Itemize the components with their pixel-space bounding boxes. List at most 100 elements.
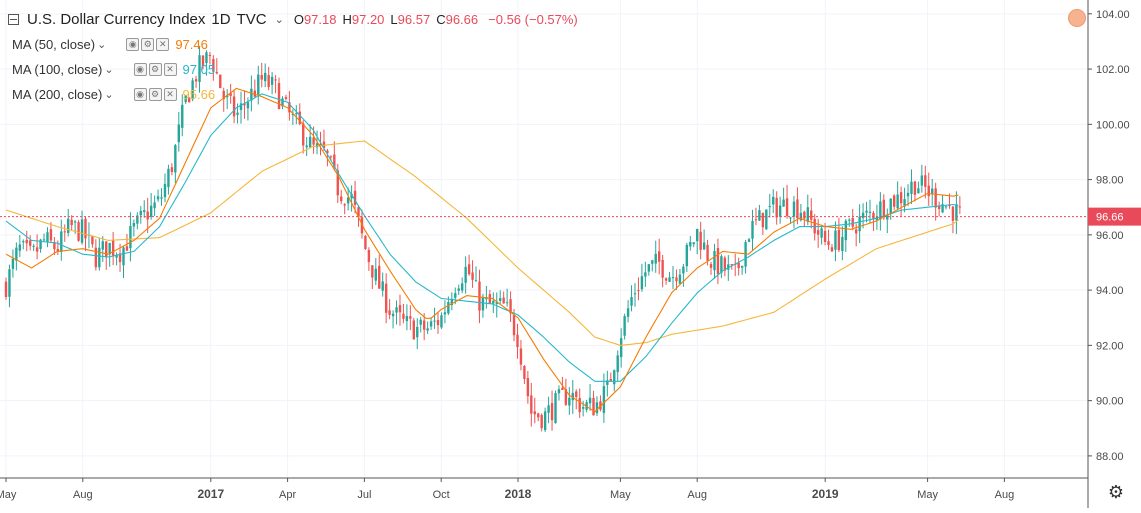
candle-body [505,302,509,304]
collapse-icon[interactable] [8,13,19,25]
candle-body [613,370,616,385]
gear-icon[interactable]: ⚙ [141,38,155,51]
candle-body [229,93,232,96]
ma-50-row: MA (50, close) ⌄ ◉ ⚙ ✕ 97.46 [8,32,578,57]
candle-body [740,265,744,268]
close-icon[interactable]: ✕ [163,88,177,101]
y-tick-label: 92.00 [1096,340,1124,352]
symbol-interval[interactable]: 1D [211,10,231,28]
y-tick-label: 96.00 [1096,230,1124,242]
candle-body [315,143,319,148]
candle-body [136,215,139,224]
candle-body [111,239,115,256]
candle-body [644,272,647,277]
candle-body [378,265,381,289]
eye-icon[interactable]: ◉ [126,38,140,51]
candle-body [944,206,948,208]
candle-body [675,277,678,282]
candle-body [22,241,25,243]
close-icon[interactable]: ✕ [156,38,170,51]
candle-body [153,202,156,209]
candle-body [298,111,301,124]
candle-body [775,197,778,218]
candle-body [561,387,564,390]
ma-50-label[interactable]: MA (50, close) [12,37,96,52]
candle-body [696,229,699,242]
candle-body [353,190,357,205]
gear-icon[interactable]: ⚙ [148,63,162,76]
candle-body [346,197,350,204]
candle-body [139,210,142,216]
symbol-title[interactable]: U.S. Dollar Currency Index [27,10,206,28]
candle-body [713,250,716,271]
candle-body [409,316,412,319]
ma-100-line [5,93,959,382]
candle-body [291,113,295,116]
candle-body [77,222,80,241]
candle-body [913,181,917,195]
candle-body [782,199,785,207]
ma-200-value: 95.66 [182,87,216,102]
candle-body [685,244,689,267]
candle-body [823,230,827,242]
candle-body [129,225,132,249]
candle-body [450,298,454,306]
candle-body [447,301,450,314]
ma-200-label[interactable]: MA (200, close) [12,87,103,102]
candle-body [537,413,540,418]
candle-body [198,55,201,82]
candle-body [208,54,212,57]
candle-body [854,229,858,234]
candle-body [630,297,633,306]
ma-100-label[interactable]: MA (100, close) [12,62,103,77]
chevron-down-icon[interactable]: ⌄ [274,13,284,26]
candle-body [395,307,398,313]
candle-body [67,218,70,234]
close-icon[interactable]: ✕ [163,63,177,76]
y-tick-label: 94.00 [1096,285,1124,297]
candle-body [689,242,692,247]
candle-body [146,211,149,220]
candle-body [405,315,409,322]
ma-100-value: 97.05 [182,62,216,77]
candle-body [834,230,837,250]
candle-body [460,283,464,291]
symbol-source[interactable]: TVC [236,10,267,28]
candle-body [118,253,122,263]
candle-body [751,220,754,239]
candle-body [181,104,184,128]
candle-body [865,210,868,213]
candle-body [170,167,174,172]
candle-body [388,310,391,315]
candle-body [53,242,56,250]
alert-dot-icon[interactable] [1068,9,1086,27]
chevron-down-icon[interactable]: ⌄ [97,39,107,51]
candle-body [872,212,875,220]
candle-body [754,219,758,221]
chevron-down-icon[interactable]: ⌄ [104,89,114,101]
eye-icon[interactable]: ◉ [133,88,147,101]
candle-body [747,239,751,242]
candle-body [246,102,250,109]
symbol-row: U.S. Dollar Currency Index 1D TVC ⌄ O 97.… [8,6,578,32]
candle-body [917,188,920,194]
eye-icon[interactable]: ◉ [133,63,147,76]
gear-icon[interactable]: ⚙ [1107,482,1125,502]
candle-body [654,253,657,264]
candle-body [841,236,844,252]
candle-body [927,185,930,197]
candle-body [416,326,419,338]
candle-body [502,297,505,304]
candle-body [931,188,934,194]
chevron-down-icon[interactable]: ⌄ [104,64,114,76]
y-tick-label: 102.00 [1096,64,1130,76]
gear-icon[interactable]: ⚙ [148,88,162,101]
candle-body [32,245,35,247]
candle-body [177,124,180,143]
candle-body [464,266,467,283]
open-key: O [293,11,304,27]
candle-body [581,407,585,409]
candle-body [35,247,39,252]
